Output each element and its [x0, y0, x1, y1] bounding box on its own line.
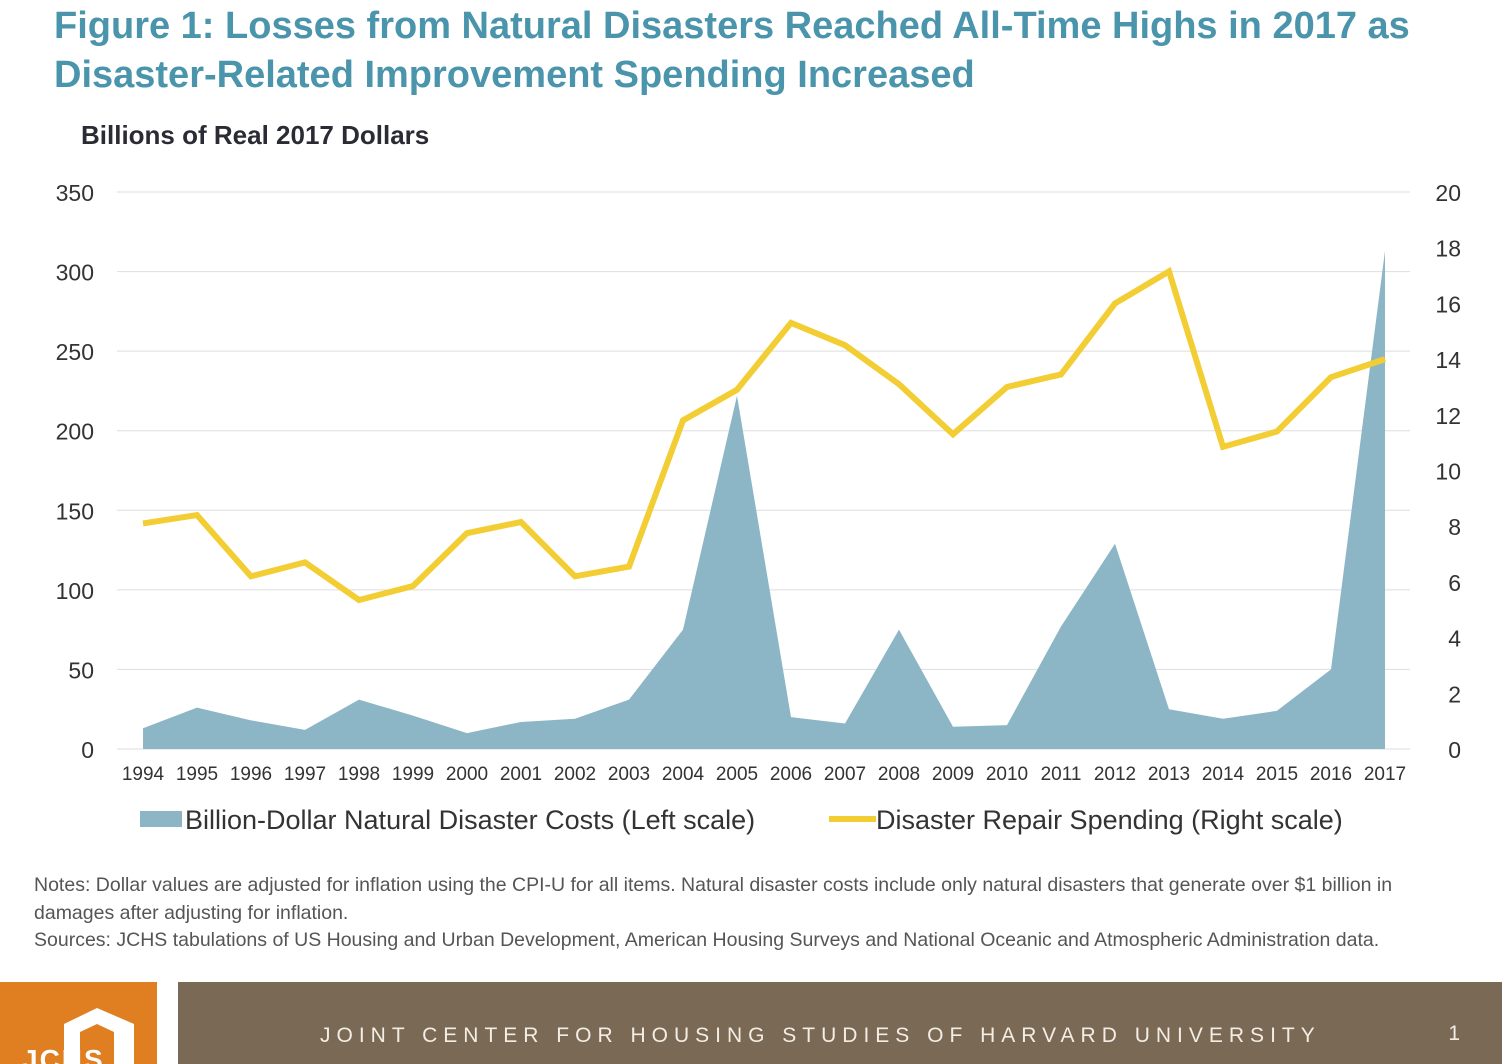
x-tick-label: 2001 [500, 764, 542, 785]
x-tick-label: 2012 [1094, 764, 1136, 785]
left-tick-label: 300 [56, 260, 94, 286]
x-tick-label: 1999 [392, 764, 434, 785]
x-tick-label: 2007 [824, 764, 866, 785]
left-tick-label: 50 [68, 657, 94, 683]
right-tick-label: 4 [1448, 626, 1461, 652]
house-icon [64, 1008, 134, 1064]
x-tick-label: 1996 [230, 764, 272, 785]
footer-band: JOINT CENTER FOR HOUSING STUDIES OF HARV… [178, 982, 1502, 1064]
x-tick-label: 2002 [554, 764, 596, 785]
left-tick-label: 150 [56, 498, 94, 524]
page-number: 1 [1448, 1022, 1460, 1045]
x-tick-label: 2004 [662, 764, 705, 785]
x-tick-label: 1994 [122, 764, 165, 785]
x-tick-label: 1998 [338, 764, 380, 785]
x-tick-label: 2013 [1148, 764, 1190, 785]
sources-text: Sources: JCHS tabulations of US Housing … [34, 929, 1380, 951]
legend-label-line: Disaster Repair Spending (Right scale) [876, 805, 1343, 835]
org-name: JOINT CENTER FOR HOUSING STUDIES OF HARV… [320, 1024, 1321, 1047]
right-tick-label: 18 [1435, 236, 1461, 262]
chart: 0 50 100 150 200 250 300 350 0 2 4 6 8 10 12 14 16 18 20 19… [56, 180, 1462, 835]
area-series-costs [143, 250, 1385, 749]
x-tick-label: 1997 [284, 764, 326, 785]
line-series-repair-spending [142, 266, 1386, 604]
x-tick-label: 2017 [1364, 764, 1406, 785]
footer: JCHS JOINT CENTER FOR HOUSING STUDIES OF… [0, 982, 1502, 1064]
x-tick-label: 1995 [176, 764, 218, 785]
x-tick-label: 2010 [986, 764, 1028, 785]
y-axis-label: Billions of Real 2017 Dollars [81, 120, 430, 150]
x-tick-label: 2011 [1041, 764, 1082, 785]
right-tick-label: 12 [1435, 403, 1461, 429]
x-tick-label: 2005 [716, 764, 758, 785]
x-tick-label: 2009 [932, 764, 974, 785]
right-tick-label: 6 [1448, 570, 1461, 596]
right-tick-label: 8 [1448, 514, 1461, 540]
legend-swatch-area [140, 811, 182, 827]
right-tick-label: 20 [1435, 180, 1461, 206]
right-tick-label: 0 [1448, 737, 1461, 763]
x-tick-label: 2000 [446, 764, 488, 785]
notes-text: Notes: Dollar values are adjusted for in… [34, 874, 1393, 924]
right-tick-label: 10 [1435, 459, 1461, 485]
left-tick-label: 200 [56, 419, 94, 445]
right-tick-label: 16 [1435, 291, 1461, 317]
x-tick-label: 2008 [878, 764, 920, 785]
left-tick-label: 250 [56, 339, 94, 365]
x-tick-label: 2014 [1202, 764, 1245, 785]
x-tick-label: 2006 [770, 764, 812, 785]
chart-title: Figure 1: Losses from Natural Disasters … [54, 5, 1410, 96]
jchs-logo: JCHS [0, 982, 157, 1064]
left-tick-label: 0 [81, 737, 94, 763]
left-tick-label: 350 [56, 180, 94, 206]
left-tick-label: 100 [56, 578, 94, 604]
x-tick-label: 2003 [608, 764, 650, 785]
notes: Notes: Dollar values are adjusted for in… [34, 872, 1454, 955]
right-tick-label: 2 [1448, 681, 1461, 707]
legend-label-area: Billion-Dollar Natural Disaster Costs (L… [185, 805, 755, 835]
right-tick-label: 14 [1435, 347, 1461, 373]
logo-text: JCHS [22, 1044, 105, 1064]
x-tick-label: 2015 [1256, 764, 1298, 785]
x-tick-label: 2016 [1310, 764, 1352, 785]
